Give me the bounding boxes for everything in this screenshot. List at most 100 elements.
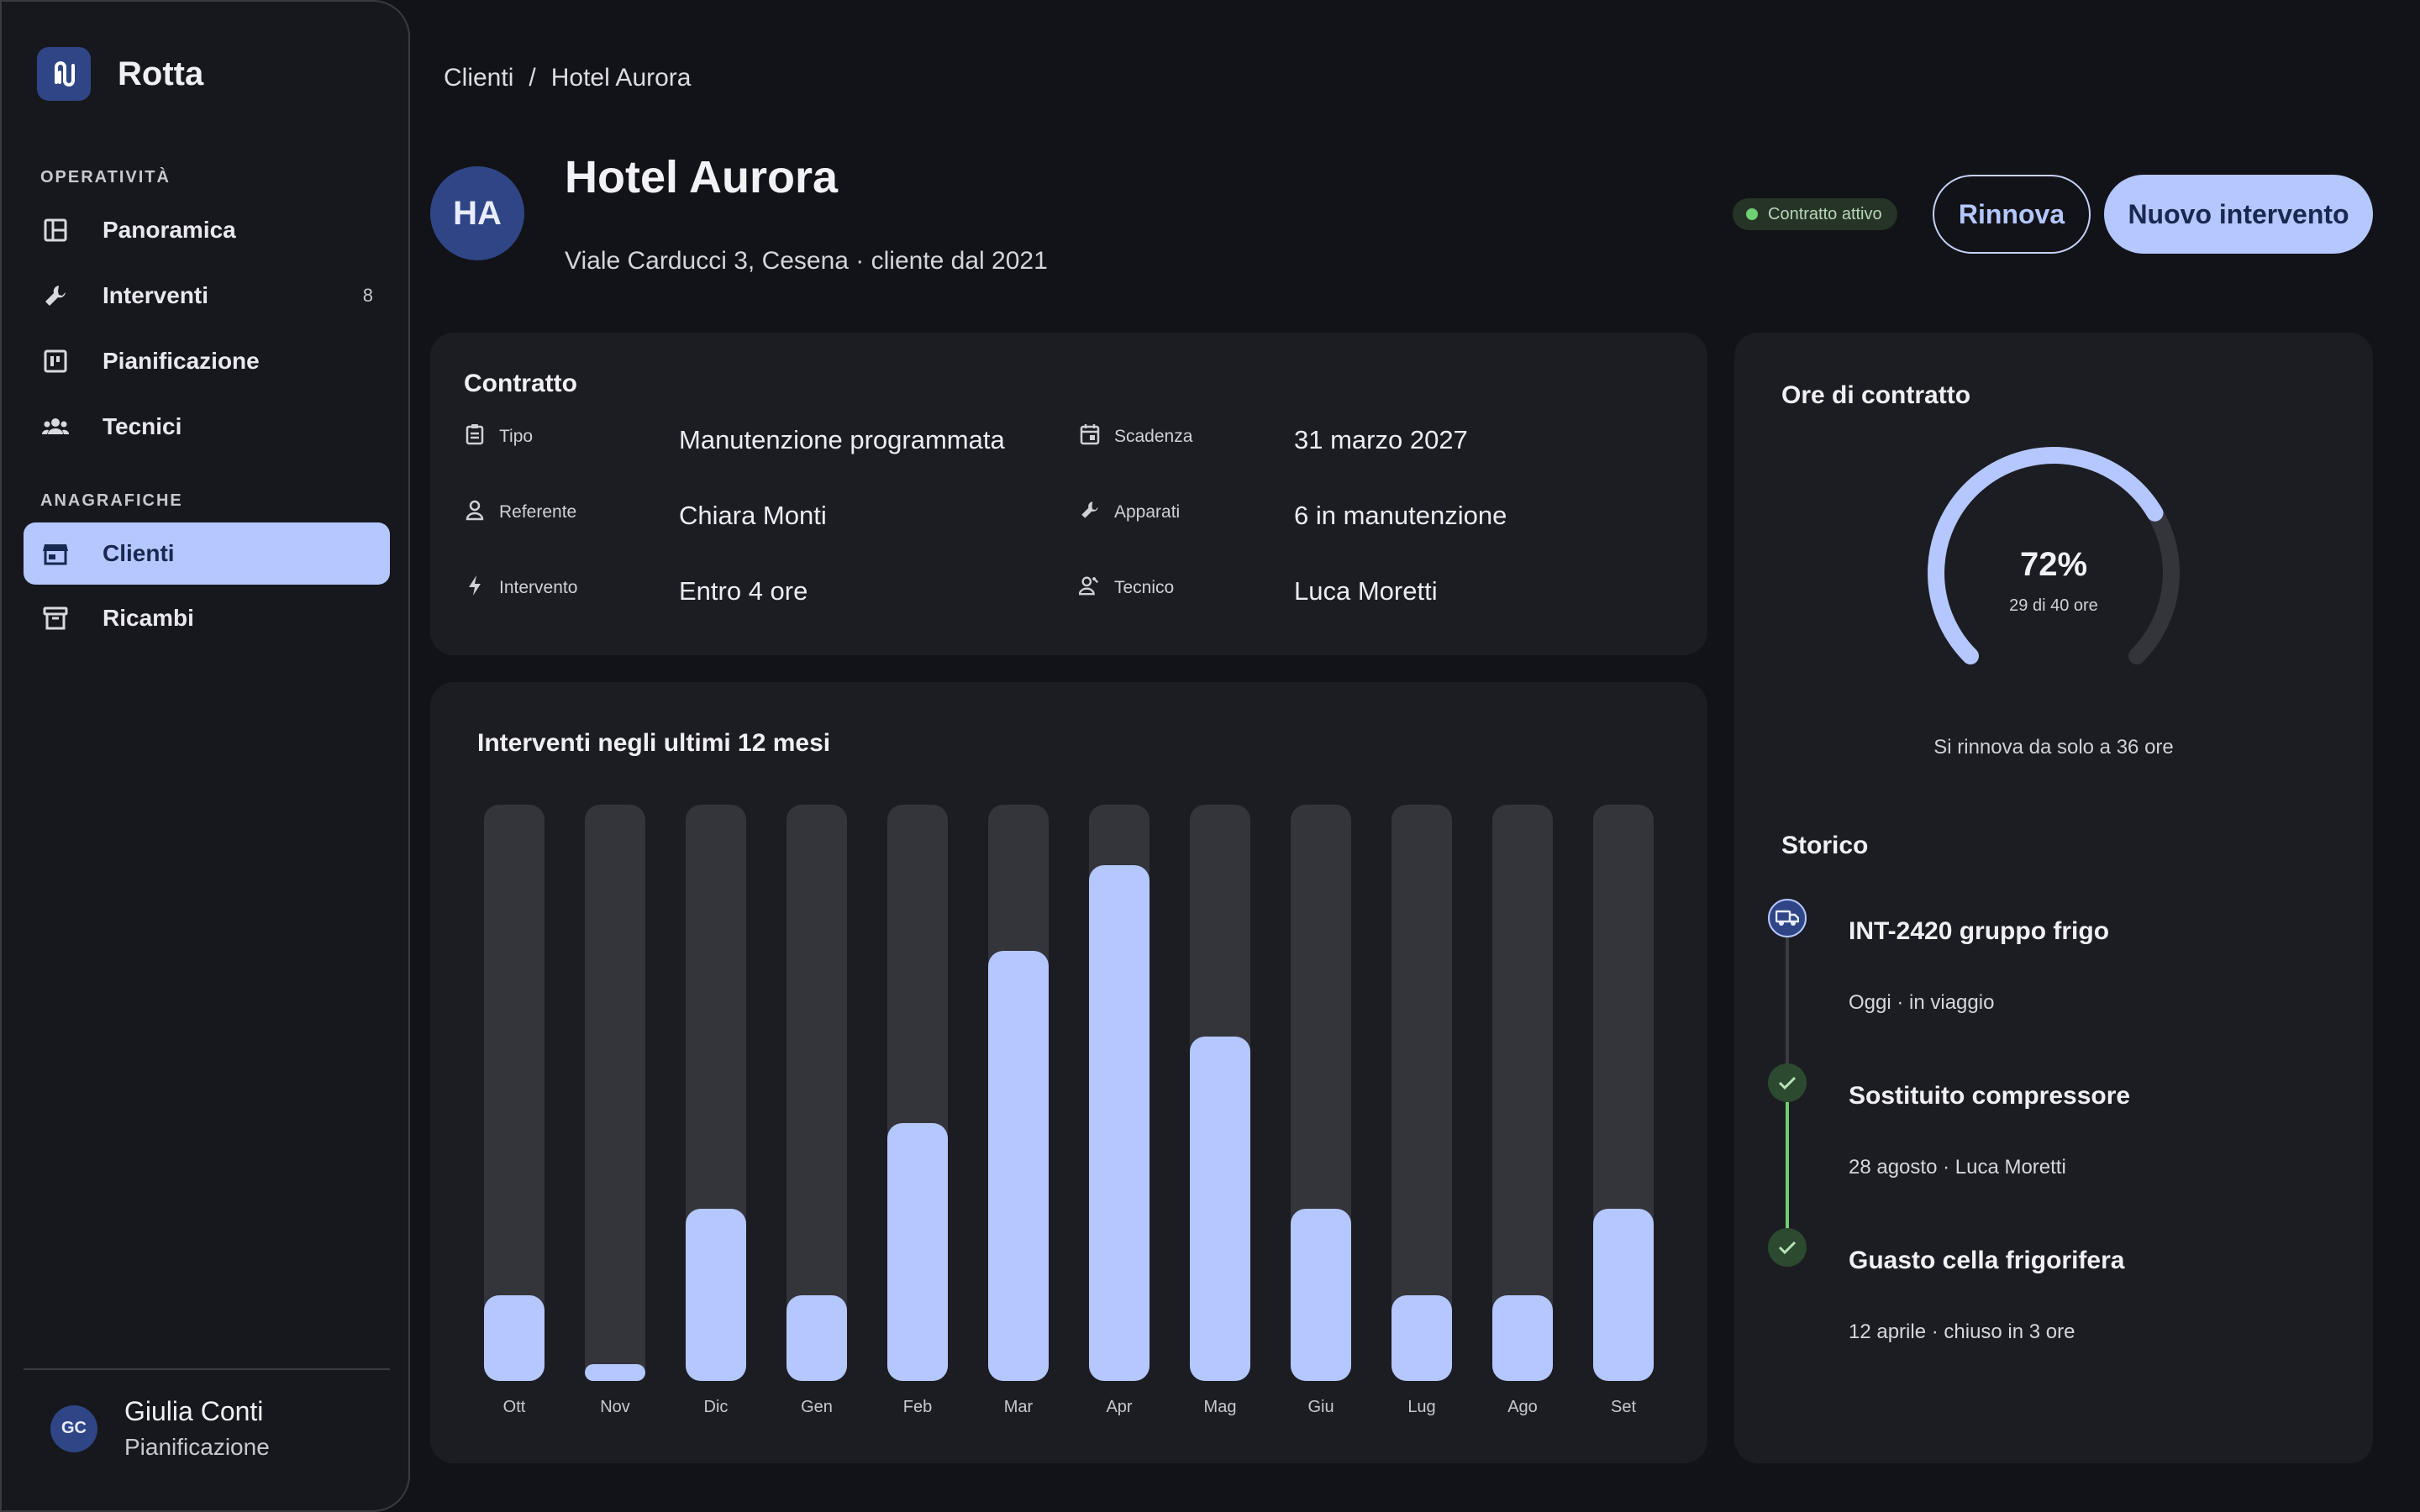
field-label-tipo: Tipo — [499, 427, 534, 446]
bolt-icon — [464, 575, 486, 596]
wrench-icon — [1079, 499, 1101, 521]
interventi-count-badge: 8 — [362, 285, 373, 306]
x-tick-label: Ago — [1507, 1398, 1538, 1416]
x-tick-label: Lug — [1407, 1398, 1436, 1416]
bar-track — [786, 805, 847, 1381]
client-subtitle: Viale Carducci 3, Cesena · cliente dal 2… — [565, 247, 1048, 275]
field-value-tecnico: Luca Moretti — [1294, 576, 1438, 606]
sidebar-item-panoramica[interactable]: Panoramica — [24, 199, 390, 261]
x-tick-label: Ott — [502, 1398, 526, 1416]
x-tick-label: Gen — [801, 1398, 833, 1416]
x-tick-label: Dic — [703, 1398, 729, 1416]
wrench-icon — [40, 281, 71, 311]
bar-nov[interactable] — [585, 1363, 645, 1381]
bar-mag[interactable] — [1190, 1037, 1250, 1381]
sidebar-item-ricambi[interactable]: Ricambi — [24, 587, 390, 649]
calendar-board-icon — [40, 346, 71, 376]
field-value-intervento: Entro 4 ore — [679, 576, 808, 606]
bar-track — [1492, 805, 1553, 1381]
contract-title: Contratto — [464, 370, 577, 397]
bar-ott[interactable] — [484, 1294, 544, 1381]
sidebar: Rotta OPERATIVITÀ Panoramica Interventi … — [0, 0, 410, 1512]
clipboard-icon — [464, 423, 486, 445]
truck-icon — [1768, 899, 1807, 937]
group-icon — [40, 412, 71, 442]
status-label: Contratto attivo — [1768, 204, 1882, 223]
interventi-chart-card: Interventi negli ultimi 12 mesi Ott Nov Di… — [430, 682, 1707, 1463]
check-icon — [1768, 1063, 1807, 1102]
sidebar-item-clienti[interactable]: Clienti — [24, 522, 390, 585]
sidebar-item-tecnici[interactable]: Tecnici — [24, 396, 390, 458]
bar-apr[interactable] — [1089, 864, 1150, 1381]
field-value-apparati: 6 in manutenzione — [1294, 501, 1507, 530]
field-value-referente: Chiara Monti — [679, 501, 827, 530]
x-tick-label: Feb — [902, 1398, 933, 1416]
field-label-intervento: Intervento — [499, 578, 578, 597]
x-tick-label: Mar — [1003, 1398, 1034, 1416]
breadcrumb: Clienti / Hotel Aurora — [444, 64, 691, 92]
history-item-sub: 12 aprile · chiuso in 3 ore — [1849, 1320, 2075, 1343]
history-item-title[interactable]: Sostituito compressore — [1849, 1082, 2131, 1110]
history-item-title[interactable]: Guasto cella frigorifera — [1849, 1247, 2125, 1274]
technician-icon — [1079, 575, 1101, 596]
bar-ago[interactable] — [1492, 1294, 1553, 1381]
gauge-percent: 72% — [2019, 546, 2088, 583]
page-title: Hotel Aurora — [565, 152, 839, 202]
avatar: GC — [50, 1404, 97, 1452]
app-name: Rotta — [118, 55, 204, 92]
user-profile[interactable]: GC Giulia Conti Pianificazione — [50, 1396, 270, 1461]
nuovo-intervento-button[interactable]: Nuovo intervento — [2104, 175, 2373, 254]
client-avatar: HA — [430, 166, 524, 260]
history-item-title[interactable]: INT-2420 gruppo frigo — [1849, 917, 2110, 945]
timeline-connector — [1786, 937, 1789, 1080]
bar-track — [1392, 805, 1452, 1381]
sidebar-item-label: Pianificazione — [103, 348, 260, 374]
bar-lug[interactable] — [1392, 1294, 1452, 1381]
x-tick-label: Mag — [1203, 1398, 1237, 1416]
bar-feb[interactable] — [887, 1122, 948, 1381]
status-dot-icon — [1746, 208, 1758, 220]
contract-card: Contratto Tipo Manutenzione programmata … — [430, 333, 1707, 655]
hours-gauge — [1928, 447, 2180, 664]
person-icon — [464, 499, 486, 521]
chart-title: Interventi negli ultimi 12 mesi — [477, 729, 831, 757]
breadcrumb-clienti-link[interactable]: Clienti — [444, 64, 514, 92]
field-label-referente: Referente — [499, 502, 577, 522]
x-tick-label: Nov — [600, 1398, 630, 1416]
bar-mar[interactable] — [988, 951, 1049, 1381]
bar-gen[interactable] — [786, 1294, 847, 1381]
sidebar-item-label: Ricambi — [103, 605, 194, 631]
gauge-fill — [1928, 447, 2164, 664]
dashboard-icon — [40, 215, 71, 245]
sidebar-divider — [24, 1368, 390, 1370]
brand[interactable]: Rotta — [37, 47, 203, 101]
section-title-anagrafiche: ANAGRAFICHE — [40, 491, 183, 510]
rotta-logo-icon — [37, 47, 91, 101]
bar-track — [585, 805, 645, 1381]
rinnova-button[interactable]: Rinnova — [1933, 175, 2091, 254]
field-value-scadenza: 31 marzo 2027 — [1294, 425, 1468, 454]
field-label-scadenza: Scadenza — [1114, 427, 1193, 446]
sidebar-item-label: Panoramica — [103, 217, 236, 243]
field-label-tecnico: Tecnico — [1114, 578, 1175, 597]
breadcrumb-separator: / — [529, 64, 536, 92]
history-item-sub: Oggi · in viaggio — [1849, 991, 1995, 1014]
bar-track — [484, 805, 544, 1381]
section-title-operativita: OPERATIVITÀ — [40, 168, 171, 186]
sidebar-item-label: Tecnici — [103, 413, 182, 439]
bar-dic[interactable] — [686, 1209, 746, 1381]
check-icon — [1768, 1228, 1807, 1267]
breadcrumb-current: Hotel Aurora — [550, 64, 692, 92]
gauge-detail: 29 di 40 ore — [2009, 596, 2098, 615]
sidebar-item-label: Clienti — [103, 540, 175, 566]
gauge-note: Si rinnova da solo a 36 ore — [1933, 736, 2174, 759]
bar-giu[interactable] — [1291, 1209, 1351, 1381]
sidebar-item-label: Interventi — [103, 282, 209, 308]
sidebar-item-pianificazione[interactable]: Pianificazione — [24, 330, 390, 392]
sidebar-item-interventi[interactable]: Interventi 8 — [24, 265, 390, 327]
field-label-apparati: Apparati — [1114, 502, 1181, 522]
user-name: Giulia Conti — [124, 1396, 264, 1426]
bar-set[interactable] — [1593, 1209, 1654, 1381]
hours-title: Ore di contratto — [1781, 381, 1971, 409]
timeline-connector — [1786, 1102, 1789, 1245]
